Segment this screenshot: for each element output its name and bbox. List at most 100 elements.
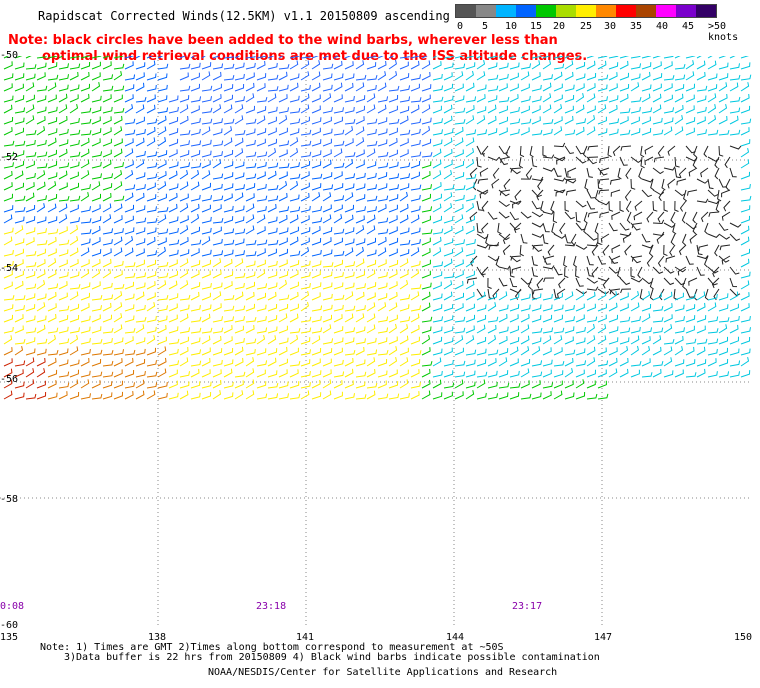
wind-barb [212,291,222,301]
wind-barb [531,156,538,168]
wind-barb [454,185,466,191]
wind-barb [47,117,58,125]
wind-barb [124,349,136,356]
wind-barb [278,313,288,323]
wind-barb [69,195,81,202]
wind-barb [36,368,46,378]
credit-line: NOAA/NESDIS/Center for Satellite Applica… [208,667,558,678]
wind-barb [355,326,366,334]
wind-barb [641,313,651,323]
wind-barb [377,139,388,147]
wind-barb [344,125,354,136]
wind-barb [553,177,566,182]
wind-barb [69,161,80,169]
wind-barb [25,151,37,158]
wind-barb [454,316,466,323]
wind-barb [36,302,46,312]
wind-barb [300,129,312,136]
wind-barb [234,205,245,213]
wind-barb [421,282,432,290]
wind-barb [91,204,101,213]
wind-barb [476,336,487,345]
wind-barb [476,94,486,103]
wind-barb [377,128,388,136]
wind-barb [333,73,344,81]
wind-barb [608,62,619,70]
wind-barb [388,204,398,213]
wind-barb [168,259,178,268]
wind-barb [410,325,420,334]
wind-barb [157,305,168,312]
wind-barb [113,324,123,334]
wind-barb [567,167,577,176]
wind-barb [432,118,443,125]
wind-barb [322,128,333,136]
wind-barb [25,304,36,312]
wind-barb [124,382,135,389]
wind-barb [245,239,257,246]
wind-barb [630,316,641,323]
wind-barb [201,126,211,136]
wind-barb [135,72,145,81]
wind-barb [476,200,483,211]
wind-barb [102,127,112,136]
wind-barb [278,71,288,81]
wind-barb [740,205,751,213]
wind-barb [322,159,332,169]
wind-barb [256,259,266,268]
wind-barb [256,360,268,367]
wind-barb [631,222,643,229]
wind-barb [256,106,267,114]
wind-barb [465,96,477,103]
wind-barb [278,107,289,114]
wind-barb [674,189,686,197]
wind-barb [135,227,146,235]
wind-barb [663,244,668,257]
wind-barb [641,233,651,243]
wind-barb [717,189,722,202]
wind-barb [641,345,651,356]
wind-barb [278,279,287,290]
wind-barb [14,182,24,191]
wind-barb [718,103,728,114]
wind-barb [245,368,255,378]
scale-swatch [636,5,656,17]
wind-barb [509,211,519,221]
wind-barb [443,382,455,389]
wind-barb [481,266,489,278]
wind-barb [278,84,289,92]
wind-barb [410,139,421,147]
wind-barb [696,302,706,312]
lon-label-150: 150 [734,632,753,643]
wind-barb [146,206,157,213]
wind-barb [80,349,91,356]
wind-barb [201,56,206,59]
wind-barb [410,313,420,323]
wind-barb [333,129,345,136]
wind-barb [619,357,629,367]
wind-barb [366,249,377,257]
wind-barb [223,149,234,158]
wind-barb [212,390,222,400]
wind-barb [179,130,191,136]
wind-barb [234,346,244,356]
wind-barb [630,360,642,367]
wind-barb [432,129,443,136]
wind-barb [707,266,719,274]
wind-barb [366,349,378,356]
wind-barb [366,62,377,70]
wind-barb [657,211,665,223]
wind-barb [47,74,59,81]
wind-barb [300,192,310,202]
wind-barb [58,259,68,268]
wind-barb [443,391,453,400]
wind-barb [377,236,387,246]
wind-barb [729,277,738,288]
wind-barb [597,255,606,265]
wind-barb [355,394,367,400]
wind-barb [113,56,124,59]
wind-barb [102,248,112,257]
wind-barb [421,193,431,202]
wind-barb [135,272,147,279]
wind-barb [267,195,279,202]
